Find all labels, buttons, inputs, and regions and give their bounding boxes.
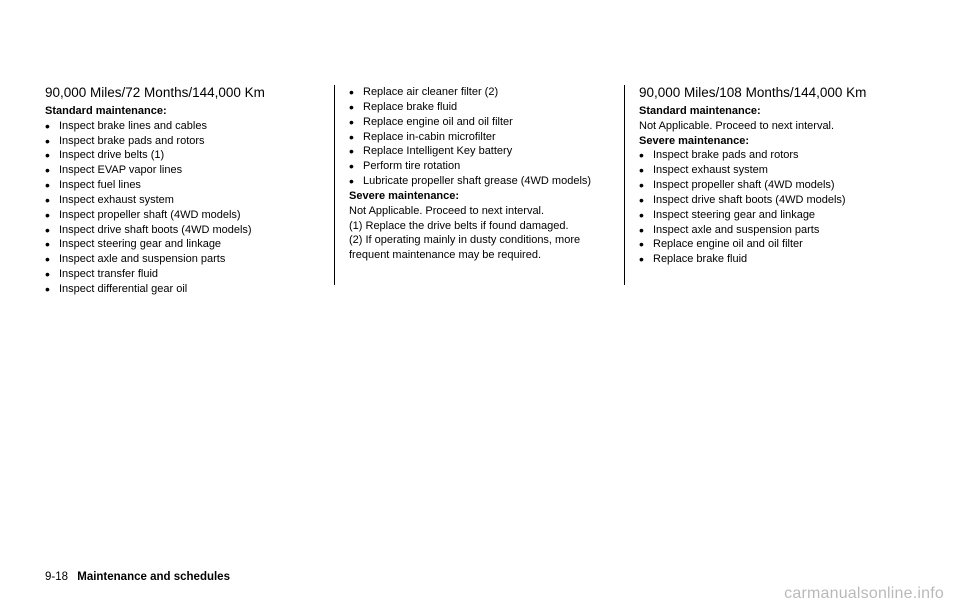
list-item: Inspect differential gear oil — [45, 282, 320, 297]
list-item: Replace engine oil and oil filter — [349, 115, 610, 130]
list-item: Replace brake fluid — [639, 252, 915, 267]
col1-heading: 90,000 Miles/72 Months/144,000 Km — [45, 85, 320, 102]
list-item: Inspect fuel lines — [45, 178, 320, 193]
column-1: 90,000 Miles/72 Months/144,000 Km Standa… — [45, 85, 335, 285]
list-item: Lubricate propeller shaft grease (4WD mo… — [349, 174, 610, 189]
list-item: Inspect axle and suspension parts — [45, 252, 320, 267]
list-item: Inspect brake lines and cables — [45, 119, 320, 134]
col3-note: Not Applicable. Proceed to next interval… — [639, 119, 915, 134]
col2-note: (2) If operating mainly in dusty conditi… — [349, 233, 610, 263]
content-columns: 90,000 Miles/72 Months/144,000 Km Standa… — [45, 85, 915, 285]
list-item: Inspect brake pads and rotors — [45, 134, 320, 149]
list-item: Inspect transfer fluid — [45, 267, 320, 282]
col2-note: (1) Replace the drive belts if found dam… — [349, 219, 610, 234]
list-item: Inspect steering gear and linkage — [639, 208, 915, 223]
list-item: Replace brake fluid — [349, 100, 610, 115]
list-item: Replace engine oil and oil filter — [639, 237, 915, 252]
col1-list: Inspect brake lines and cables Inspect b… — [45, 119, 320, 297]
col3-subhead2: Severe maintenance: — [639, 134, 915, 149]
col3-subhead1: Standard maintenance: — [639, 104, 915, 119]
watermark: carmanualsonline.info — [784, 585, 944, 603]
list-item: Inspect exhaust system — [45, 193, 320, 208]
col1-subhead: Standard maintenance: — [45, 104, 320, 119]
list-item: Inspect brake pads and rotors — [639, 148, 915, 163]
list-item: Inspect drive shaft boots (4WD models) — [45, 223, 320, 238]
col3-list: Inspect brake pads and rotors Inspect ex… — [639, 148, 915, 267]
col2-subhead: Severe maintenance: — [349, 189, 610, 204]
page-title: Maintenance and schedules — [77, 571, 230, 583]
page-number: 9-18 — [45, 571, 68, 583]
col3-heading: 90,000 Miles/108 Months/144,000 Km — [639, 85, 915, 102]
column-3: 90,000 Miles/108 Months/144,000 Km Stand… — [625, 85, 915, 285]
page-footer: 9-18 Maintenance and schedules — [45, 571, 230, 583]
col2-note: Not Applicable. Proceed to next interval… — [349, 204, 610, 219]
list-item: Inspect drive belts (1) — [45, 148, 320, 163]
list-item: Inspect exhaust system — [639, 163, 915, 178]
list-item: Replace Intelligent Key battery — [349, 144, 610, 159]
list-item: Inspect EVAP vapor lines — [45, 163, 320, 178]
list-item: Inspect steering gear and linkage — [45, 237, 320, 252]
list-item: Replace air cleaner filter (2) — [349, 85, 610, 100]
list-item: Inspect drive shaft boots (4WD models) — [639, 193, 915, 208]
list-item: Inspect propeller shaft (4WD models) — [45, 208, 320, 223]
column-2: Replace air cleaner filter (2) Replace b… — [335, 85, 625, 285]
list-item: Inspect propeller shaft (4WD models) — [639, 178, 915, 193]
list-item: Perform tire rotation — [349, 159, 610, 174]
list-item: Replace in-cabin microfilter — [349, 130, 610, 145]
col2-list: Replace air cleaner filter (2) Replace b… — [349, 85, 610, 189]
list-item: Inspect axle and suspension parts — [639, 223, 915, 238]
